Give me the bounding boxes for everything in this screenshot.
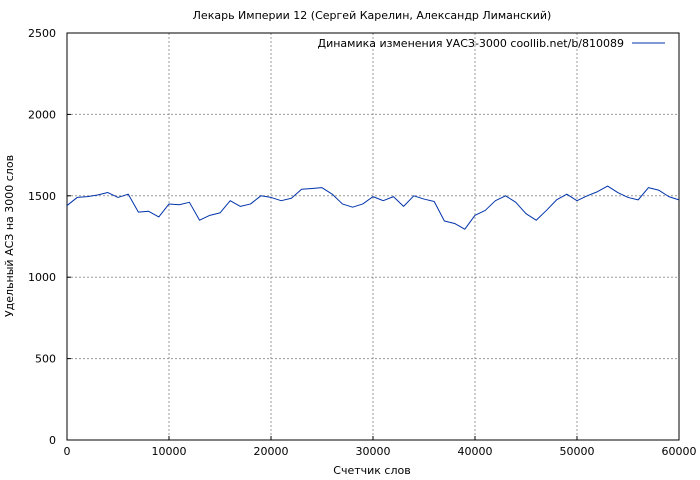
x-tick-label: 0	[64, 445, 71, 458]
y-tick-label: 1500	[28, 190, 56, 203]
x-tick-label: 60000	[662, 445, 697, 458]
y-tick-label: 0	[49, 434, 56, 447]
series-line	[66, 185, 680, 230]
x-tick-label: 10000	[152, 445, 187, 458]
legend: Динамика изменения УАСЗ-3000 coollib.net…	[318, 37, 665, 50]
legend-label: Динамика изменения УАСЗ-3000 coollib.net…	[318, 37, 625, 50]
x-axis-title: Счетчик слов	[333, 464, 410, 477]
axis-ticks: 0 10000 20000 30000 40000 50000 60000 0 500 1000 1…	[28, 27, 697, 458]
y-tick-label: 500	[35, 353, 56, 366]
y-tick-label: 1000	[28, 271, 56, 284]
x-tick-label: 20000	[254, 445, 289, 458]
y-tick-label: 2500	[28, 27, 56, 40]
grid-lines	[67, 33, 679, 440]
x-tick-label: 50000	[560, 445, 595, 458]
y-tick-label: 2000	[28, 108, 56, 121]
series-layer	[66, 185, 680, 230]
chart-title: Лекарь Империи 12 (Сергей Карелин, Алекс…	[193, 9, 552, 22]
x-tick-label: 40000	[458, 445, 493, 458]
x-tick-label: 30000	[356, 445, 391, 458]
y-axis-title: Удельный АСЗ на 3000 слов	[3, 155, 16, 317]
